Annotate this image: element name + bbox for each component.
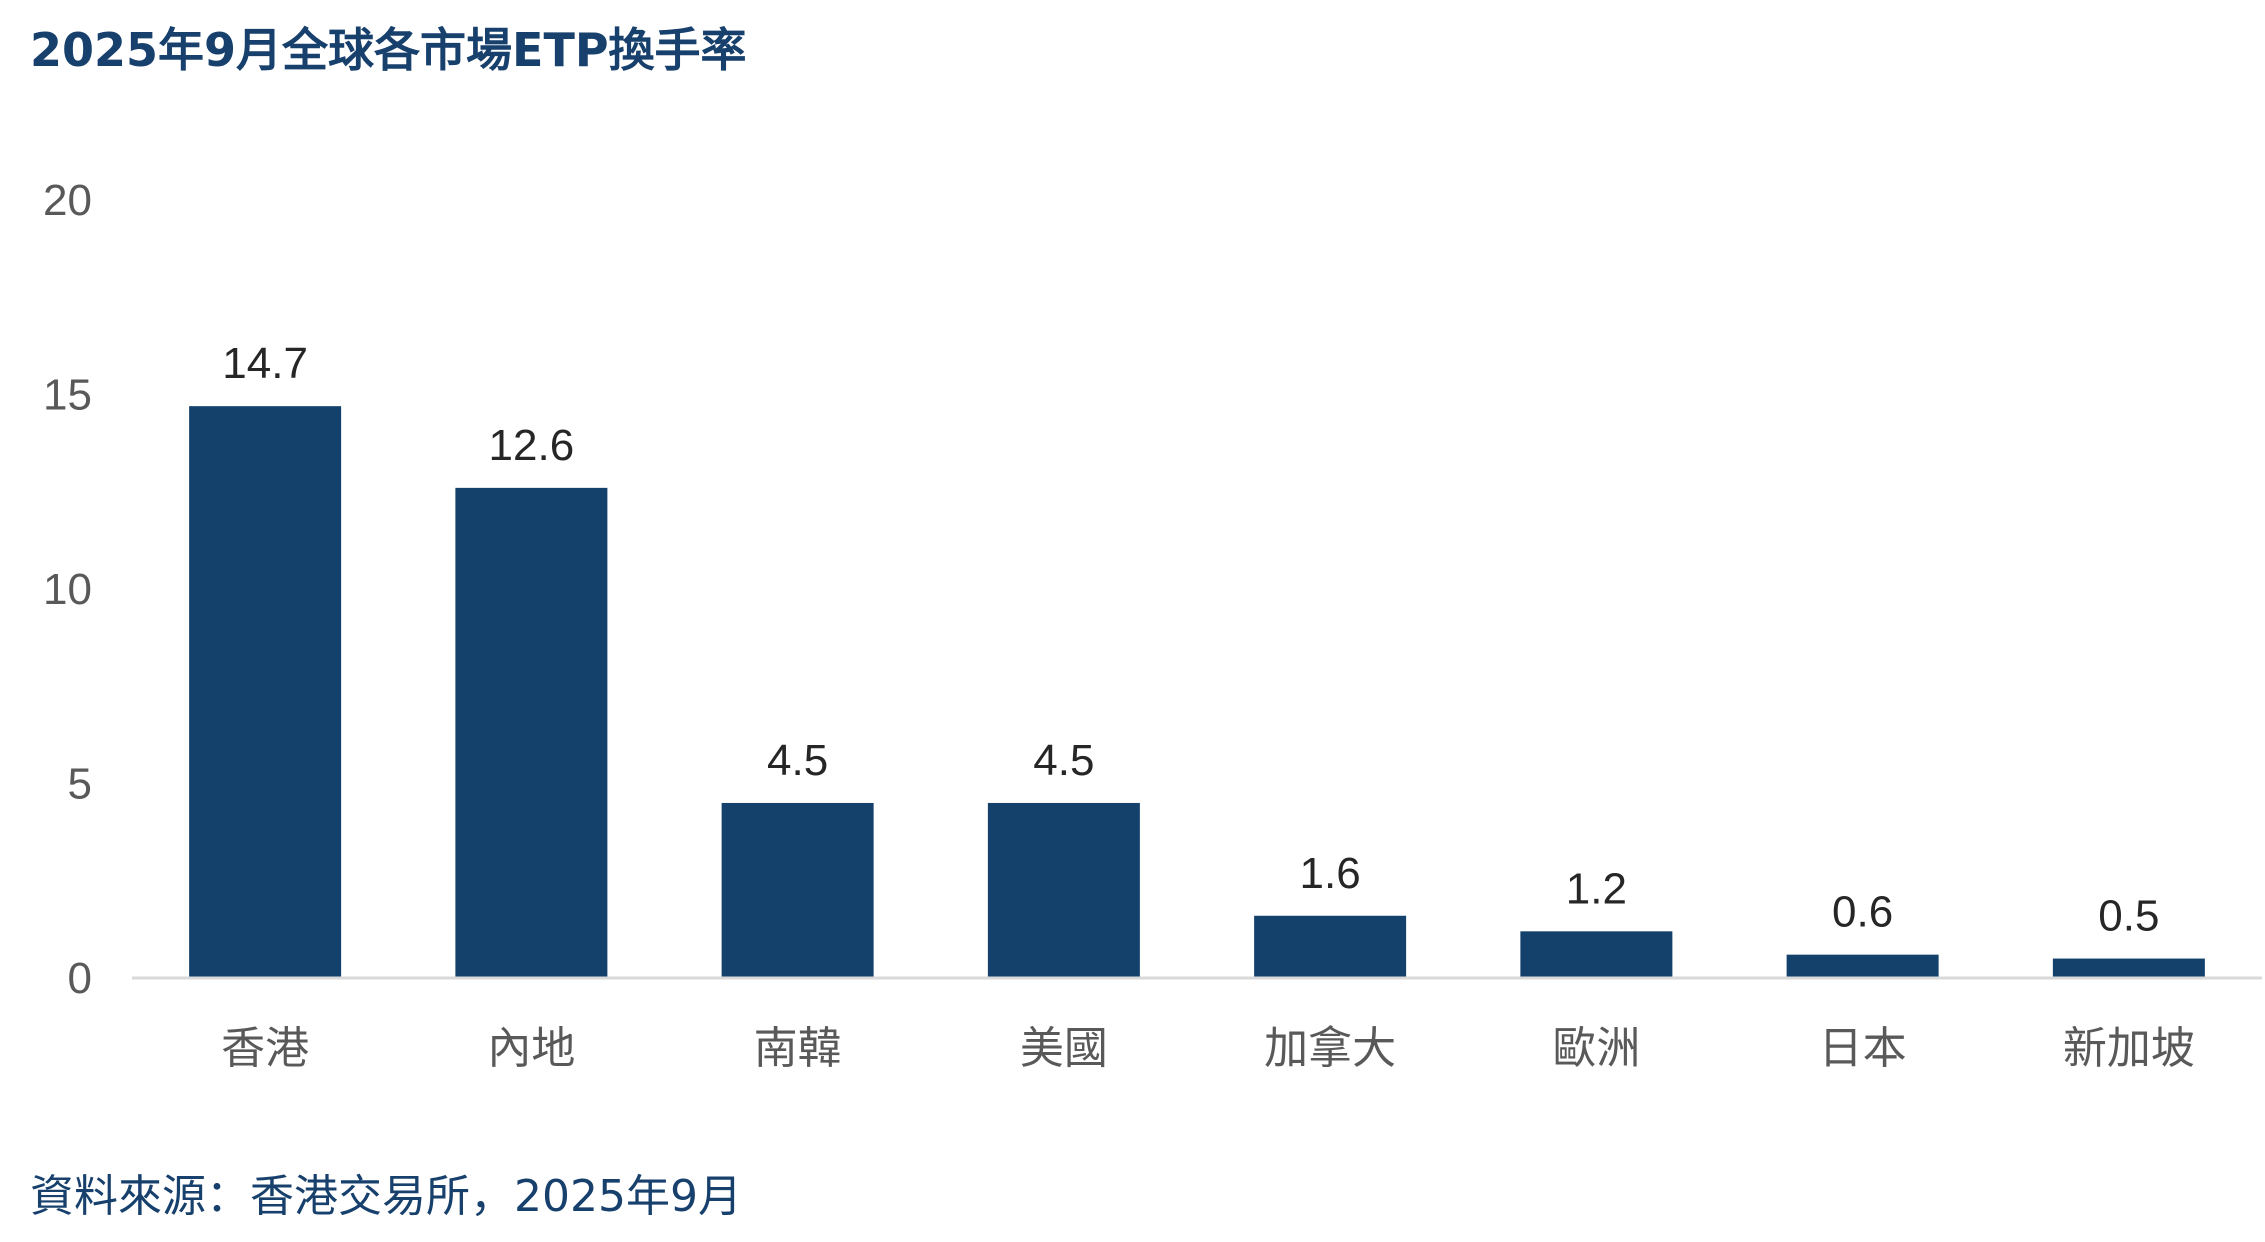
source-note: 資料來源：香港交易所，2025年9月 [30,1171,742,1222]
y-axis-ticks: 0 5 10 15 20 [43,176,92,1003]
value-labels: 14.7 12.6 4.5 4.5 1.6 1.2 0.6 0.5 [222,339,2159,940]
y-tick-label: 10 [43,565,92,614]
value-label: 4.5 [1033,736,1094,785]
bar-6 [1786,954,1939,978]
value-label: 4.5 [767,736,828,785]
x-tick-label: 內地 [487,1023,575,1074]
bar-1 [455,487,608,978]
value-label: 1.6 [1300,849,1361,898]
x-tick-label: 加拿大 [1264,1023,1396,1074]
x-axis-ticks: 香港 內地 南韓 美國 加拿大 歐洲 日本 新加坡 [221,1023,2195,1074]
bar-series [189,406,2205,978]
bar-4 [1254,915,1407,978]
x-tick-label: 美國 [1020,1023,1108,1074]
value-label: 1.2 [1566,864,1627,913]
x-tick-label: 香港 [221,1023,309,1074]
y-tick-label: 20 [43,176,92,225]
chart-title: 2025年9月全球各市場ETP換手率 [30,23,747,77]
y-tick-label: 5 [68,760,92,809]
x-tick-label: 日本 [1819,1023,1907,1074]
bar-2 [721,802,874,978]
bar-5 [1520,931,1673,978]
value-label: 0.5 [2098,892,2159,941]
bar-3 [987,802,1140,978]
x-tick-label: 南韓 [754,1023,842,1074]
y-tick-label: 0 [68,954,92,1003]
value-label: 0.6 [1832,888,1893,937]
bar-0 [189,406,342,978]
y-tick-label: 15 [43,371,92,420]
value-label: 12.6 [489,421,575,470]
x-tick-label: 新加坡 [2063,1023,2195,1074]
value-label: 14.7 [222,339,308,388]
x-tick-label: 歐洲 [1552,1023,1640,1074]
bar-7 [2052,958,2205,978]
